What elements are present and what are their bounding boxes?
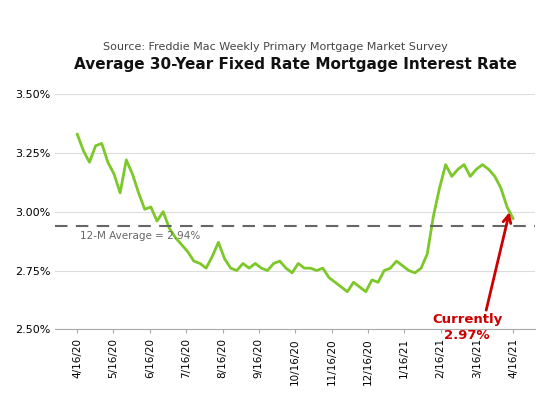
- Text: 12-M Average = 2.94%: 12-M Average = 2.94%: [80, 230, 201, 240]
- Text: Currently
2.97%: Currently 2.97%: [432, 313, 502, 342]
- Text: Source: Freddie Mac Weekly Primary Mortgage Market Survey: Source: Freddie Mac Weekly Primary Mortg…: [103, 42, 447, 52]
- Title: Average 30-Year Fixed Rate Mortgage Interest Rate: Average 30-Year Fixed Rate Mortgage Inte…: [74, 57, 516, 72]
